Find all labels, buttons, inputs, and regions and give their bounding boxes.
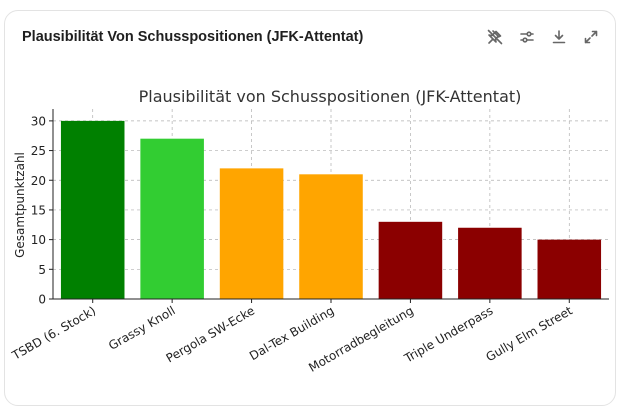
y-tick-label: 15 [31,203,46,217]
sliders-icon[interactable] [517,27,537,47]
y-tick-label: 0 [38,293,46,307]
bar [60,120,125,299]
x-tick-label: Gully Elm Street [483,303,575,364]
bar [378,221,443,299]
download-icon[interactable] [549,27,569,47]
pin-off-icon[interactable] [485,27,505,47]
y-ticks: 0 5 10 15 20 25 30 [31,114,53,307]
x-tick-label: Triple Underpass [401,303,495,366]
x-tick-label: TSBD (6. Stock) [9,303,98,363]
bar [537,239,602,299]
y-tick-label: 20 [31,174,46,188]
bar [299,174,363,299]
y-tick-label: 5 [38,263,46,277]
x-tick-label: Pergola SW-Ecke [164,303,257,365]
y-axis-label: Gesamtpunktzahl [13,152,27,258]
y-tick-label: 30 [31,114,46,128]
y-tick-label: 10 [31,233,46,247]
bar [458,227,522,299]
bar [219,168,284,299]
card-title: Plausibilität Von Schusspositionen (JFK-… [22,29,364,45]
chart-title: Plausibilität von Schusspositionen (JFK-… [139,87,522,106]
bar [140,138,204,299]
card-toolbar [485,27,601,47]
x-tick-label: Grassy Knoll [106,303,178,352]
y-tick-label: 25 [31,144,46,158]
bars-group [60,120,602,299]
axes [52,109,609,300]
expand-icon[interactable] [581,27,601,47]
